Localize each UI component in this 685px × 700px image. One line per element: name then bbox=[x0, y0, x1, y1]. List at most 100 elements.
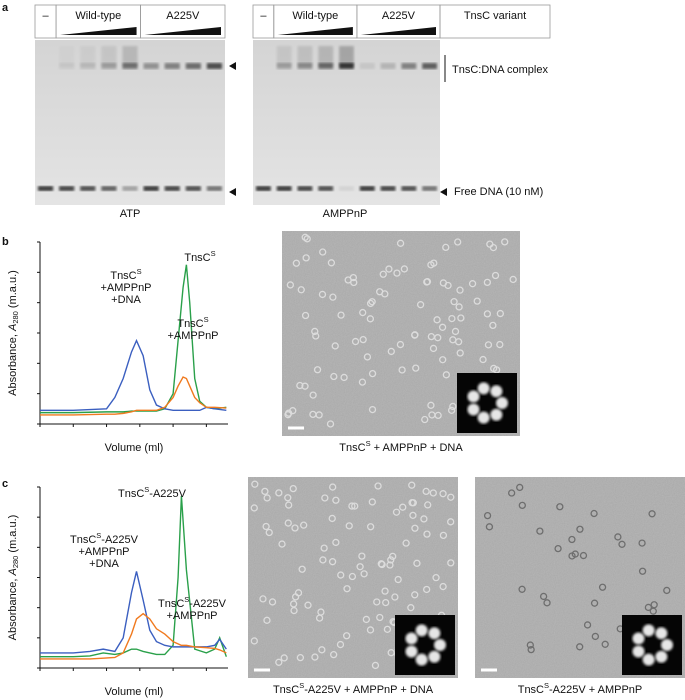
particle bbox=[377, 560, 385, 568]
particle bbox=[292, 259, 301, 267]
particle bbox=[296, 381, 304, 390]
peak-label: +AMPPnP bbox=[78, 546, 129, 558]
particle bbox=[413, 559, 421, 567]
gel-band bbox=[143, 186, 159, 191]
particle bbox=[268, 598, 277, 606]
particle bbox=[348, 502, 356, 510]
particle bbox=[496, 340, 504, 349]
chromatogram-line bbox=[40, 496, 227, 658]
gel-band bbox=[143, 63, 159, 69]
particle bbox=[251, 480, 259, 488]
particle bbox=[300, 521, 308, 529]
particle bbox=[591, 632, 600, 641]
particle bbox=[439, 490, 447, 498]
particle bbox=[411, 524, 419, 532]
particle bbox=[366, 315, 375, 323]
particle bbox=[309, 410, 317, 419]
particle bbox=[319, 248, 327, 256]
particle bbox=[284, 494, 292, 502]
peak-label: +DNA bbox=[111, 294, 141, 306]
particle bbox=[319, 556, 327, 564]
particle bbox=[360, 570, 368, 578]
lane-header: TnsC variant bbox=[464, 10, 526, 22]
inset-subunit bbox=[632, 632, 645, 645]
gel-band bbox=[185, 63, 201, 69]
lane-header: A225V bbox=[166, 10, 200, 22]
particle bbox=[576, 525, 584, 533]
text-part: -A225V bbox=[101, 534, 138, 546]
peak-label: TnsCS-A225V bbox=[70, 531, 139, 546]
particle bbox=[289, 407, 297, 415]
inset-subunit bbox=[405, 645, 418, 658]
particle bbox=[422, 487, 430, 496]
particle bbox=[343, 632, 351, 640]
peak-label: +AMPPnP bbox=[166, 610, 217, 622]
particle bbox=[362, 615, 371, 624]
text-part: TnsC bbox=[70, 534, 96, 546]
particle bbox=[368, 298, 376, 306]
peak-label: +AMPPnP bbox=[167, 330, 218, 342]
lane-header: – bbox=[260, 10, 267, 22]
arrowhead bbox=[229, 62, 236, 70]
text-part: S bbox=[366, 439, 371, 448]
particle bbox=[644, 603, 653, 612]
particle bbox=[447, 493, 455, 501]
particle bbox=[442, 243, 450, 252]
gel-band bbox=[401, 186, 417, 191]
particle bbox=[265, 528, 273, 537]
particle bbox=[250, 637, 258, 645]
particle bbox=[638, 539, 646, 547]
text-part: TnsC bbox=[339, 442, 365, 454]
particle bbox=[399, 503, 407, 511]
particle bbox=[250, 504, 258, 512]
gel-caption: AMPPnP bbox=[323, 208, 368, 220]
particle bbox=[457, 314, 465, 322]
inset-subunit bbox=[428, 650, 441, 663]
micrograph-caption: TnsCS-A225V + AMPPnP bbox=[518, 681, 643, 696]
gel-band bbox=[206, 186, 222, 191]
header-box bbox=[439, 4, 551, 39]
particle bbox=[483, 511, 492, 520]
particle bbox=[321, 494, 329, 502]
particle bbox=[263, 494, 271, 502]
text-part: (m.a.u.) bbox=[7, 515, 19, 556]
particle bbox=[366, 523, 375, 531]
gel-smear bbox=[276, 46, 292, 66]
gel-band bbox=[164, 63, 180, 69]
particle bbox=[340, 373, 348, 382]
particle bbox=[416, 301, 425, 309]
particle bbox=[455, 303, 463, 311]
particle bbox=[387, 347, 395, 356]
gel-band bbox=[422, 63, 437, 69]
x-axis-label: Volume (ml) bbox=[105, 442, 164, 454]
particle bbox=[374, 482, 382, 490]
gel-smear bbox=[122, 46, 138, 66]
particle bbox=[434, 334, 442, 342]
particle bbox=[439, 582, 447, 591]
particle bbox=[429, 489, 437, 497]
particle bbox=[329, 483, 337, 491]
text-part: TnsC bbox=[177, 318, 203, 330]
particle bbox=[383, 625, 392, 634]
particle bbox=[400, 265, 409, 273]
particle bbox=[454, 338, 463, 346]
gel-band bbox=[318, 186, 334, 191]
gel-band bbox=[59, 63, 75, 69]
particle bbox=[508, 489, 516, 497]
lane-header: – bbox=[42, 10, 49, 22]
particle bbox=[385, 265, 393, 273]
text-part: (m.a.u.) bbox=[7, 270, 19, 311]
inset-subunit bbox=[467, 390, 480, 403]
particle bbox=[337, 311, 345, 319]
particle bbox=[366, 626, 375, 634]
particle bbox=[483, 310, 492, 318]
inset-subunit bbox=[467, 403, 480, 416]
particle bbox=[337, 571, 345, 579]
particle bbox=[263, 616, 271, 624]
particle bbox=[486, 240, 494, 248]
particle bbox=[302, 254, 310, 262]
text-part: TnsC bbox=[518, 684, 544, 696]
gel-caption: ATP bbox=[120, 208, 141, 220]
particle bbox=[449, 402, 457, 411]
particle bbox=[518, 585, 526, 593]
